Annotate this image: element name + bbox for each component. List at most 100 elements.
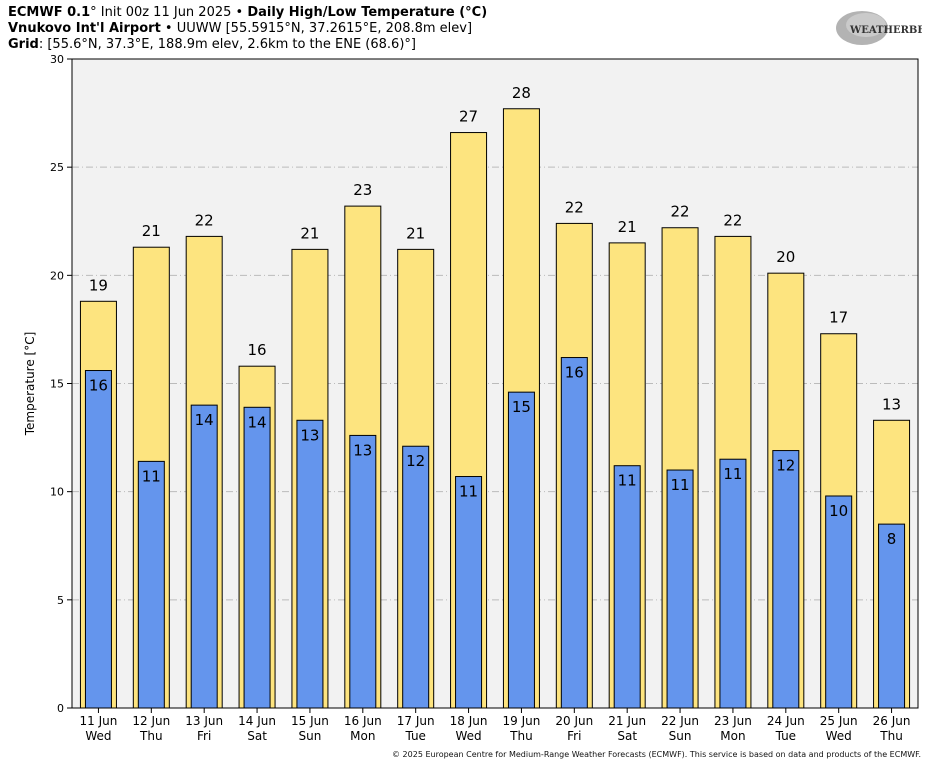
x-tick-weekday: Mon: [350, 729, 375, 743]
low-temp-bar: [507, 391, 535, 709]
x-tick-date: 17 Jun: [397, 714, 435, 728]
low-temp-label: 12: [776, 457, 795, 475]
station-name: Vnukovo Int'l Airport: [8, 21, 161, 36]
low-temp-bar: [666, 469, 694, 709]
x-tick-date: 19 Jun: [503, 714, 541, 728]
y-tick-label: 15: [50, 378, 64, 391]
low-temp-bar: [190, 404, 218, 709]
low-temp-label: 14: [248, 413, 267, 431]
low-temp-label: 10: [829, 502, 848, 520]
low-temp-label: 12: [406, 452, 425, 470]
high-temp-label: 20: [776, 248, 795, 266]
high-temp-label: 17: [829, 309, 848, 327]
high-temp-label: 21: [618, 218, 637, 236]
x-tick-weekday: Wed: [85, 729, 111, 743]
low-temp-label: 16: [565, 364, 584, 382]
x-tick-date: 15 Jun: [291, 714, 329, 728]
low-temp-bar: [349, 434, 377, 709]
high-temp-label: 22: [671, 203, 690, 221]
x-tick-date: 25 Jun: [820, 714, 858, 728]
low-temp-bar: [296, 419, 324, 709]
grid-details: : [55.6°N, 37.3°E, 188.9m elev, 2.6km to…: [38, 37, 416, 52]
x-tick-date: 24 Jun: [767, 714, 805, 728]
x-tick-date: 14 Jun: [238, 714, 276, 728]
high-temp-label: 21: [406, 224, 425, 242]
x-tick-weekday: Tue: [775, 729, 797, 743]
low-temp-label: 8: [887, 530, 897, 548]
y-tick-label: 5: [57, 594, 64, 607]
y-tick-label: 0: [57, 702, 64, 715]
low-temp-bar: [137, 460, 165, 709]
copyright-notice: © 2025 European Centre for Medium-Range …: [392, 750, 921, 759]
high-temp-label: 16: [248, 341, 267, 359]
low-temp-label: 11: [142, 467, 161, 485]
y-tick-label: 25: [50, 161, 64, 174]
low-temp-label: 15: [512, 398, 531, 416]
x-tick-date: 20 Jun: [555, 714, 593, 728]
x-tick-weekday: Thu: [139, 729, 163, 743]
x-tick-date: 12 Jun: [132, 714, 170, 728]
low-temp-bar: [613, 465, 641, 709]
low-temp-bar: [84, 370, 112, 709]
plot-frame: [71, 58, 919, 709]
low-temp-label: 11: [723, 465, 742, 483]
weatherbell-logo: WEATHERBELL: [836, 11, 922, 45]
x-tick-date: 26 Jun: [873, 714, 911, 728]
x-tick-weekday: Sat: [617, 729, 637, 743]
x-tick-date: 13 Jun: [185, 714, 223, 728]
station-details: UUWW [55.5915°N, 37.2615°E, 208.8m elev]: [176, 21, 473, 36]
low-temp-bar: [402, 445, 430, 709]
low-temp-label: 13: [300, 426, 319, 444]
x-tick-weekday: Sat: [247, 729, 267, 743]
y-axis-label: Temperature [°C]: [23, 332, 37, 437]
high-temp-label: 22: [723, 211, 742, 229]
low-temp-bar: [772, 450, 800, 709]
low-temp-bar: [560, 357, 588, 709]
low-temp-label: 14: [195, 411, 214, 429]
x-tick-date: 11 Jun: [80, 714, 118, 728]
model-name: ECMWF 0.1: [8, 5, 91, 20]
x-tick-weekday: Thu: [509, 729, 533, 743]
x-tick-date: 16 Jun: [344, 714, 382, 728]
header-line-2: Vnukovo Int'l Airport • UUWW [55.5915°N,…: [8, 21, 472, 37]
low-temp-label: 11: [459, 483, 478, 501]
grid-label: Grid: [8, 37, 39, 52]
y-tick-label: 20: [50, 269, 64, 282]
header-separator: •: [231, 5, 248, 20]
x-tick-weekday: Fri: [197, 729, 211, 743]
high-temp-label: 22: [565, 198, 584, 216]
x-tick-weekday: Wed: [826, 729, 852, 743]
init-time: Init 00z 11 Jun 2025: [96, 5, 232, 20]
low-temp-label: 16: [89, 377, 108, 395]
chart-title: Daily High/Low Temperature (°C): [247, 5, 488, 20]
high-temp-label: 13: [882, 395, 901, 413]
low-temp-bar: [455, 476, 483, 709]
x-tick-date: 22 Jun: [661, 714, 699, 728]
low-temp-bar: [243, 406, 271, 709]
high-temp-label: 28: [512, 84, 531, 102]
x-tick-weekday: Fri: [567, 729, 581, 743]
y-tick-label: 30: [50, 53, 64, 66]
x-tick-weekday: Thu: [879, 729, 903, 743]
header-separator: •: [160, 21, 177, 36]
x-tick-weekday: Mon: [720, 729, 745, 743]
low-temp-label: 11: [618, 472, 637, 490]
low-temp-label: 11: [671, 476, 690, 494]
x-tick-date: 21 Jun: [608, 714, 646, 728]
high-temp-label: 23: [353, 181, 372, 199]
header-line-1: ECMWF 0.1° Init 00z 11 Jun 2025 • Daily …: [8, 5, 487, 21]
high-temp-label: 22: [195, 211, 214, 229]
x-tick-weekday: Wed: [455, 729, 481, 743]
y-tick-label: 10: [50, 486, 64, 499]
high-temp-label: 21: [142, 222, 161, 240]
x-tick-weekday: Sun: [669, 729, 692, 743]
logo-text: WEATHERBELL: [849, 25, 922, 36]
high-temp-label: 19: [89, 276, 108, 294]
header-line-3: Grid: [55.6°N, 37.3°E, 188.9m elev, 2.6k…: [8, 37, 416, 53]
x-tick-date: 18 Jun: [450, 714, 488, 728]
low-temp-bar: [719, 458, 747, 709]
x-tick-weekday: Sun: [299, 729, 322, 743]
x-tick-weekday: Tue: [404, 729, 426, 743]
low-temp-label: 13: [353, 441, 372, 459]
